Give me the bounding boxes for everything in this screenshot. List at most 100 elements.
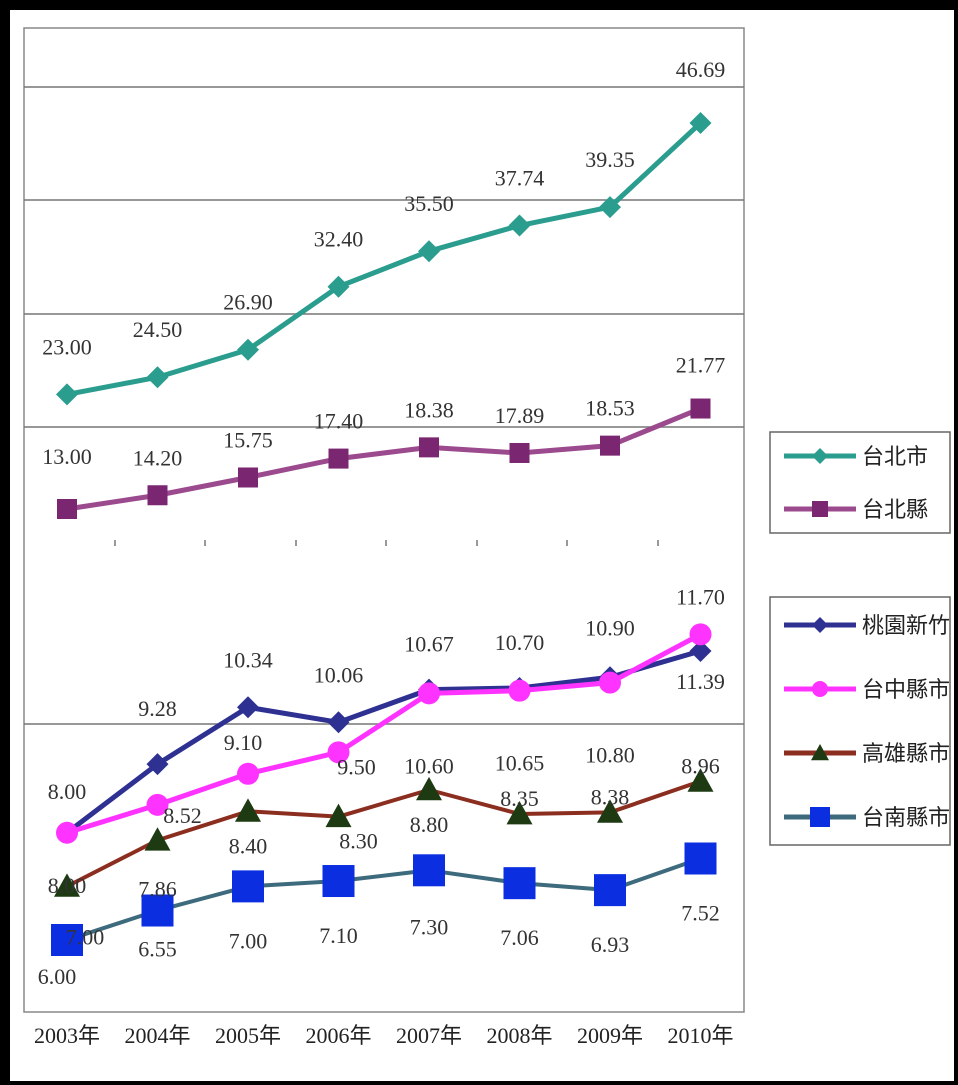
series-line [66, 406, 702, 512]
data-point [327, 711, 350, 734]
data-label: 26.90 [223, 290, 273, 315]
legend-marker [812, 501, 828, 517]
data-point [57, 499, 77, 519]
legend-entry: 高雄縣市 [862, 741, 950, 766]
data-point [508, 679, 531, 702]
x-tick-label: 2006年 [305, 1023, 371, 1048]
data-label: 24.50 [133, 317, 183, 342]
data-label: 8.40 [229, 833, 268, 858]
x-tick-label: 2005年 [215, 1023, 281, 1048]
data-point [687, 768, 714, 792]
x-tick-label: 2007年 [396, 1023, 462, 1048]
data-point [51, 924, 83, 956]
data-label: 9.28 [138, 696, 177, 721]
axis-break [25, 536, 743, 546]
data-label: 37.74 [495, 166, 545, 191]
data-label: 10.34 [223, 647, 273, 672]
data-point [689, 640, 712, 662]
data-label: 17.40 [314, 409, 364, 434]
data-point [599, 196, 621, 219]
data-point [509, 442, 530, 463]
data-point [56, 821, 78, 844]
x-tick-label: 2004年 [124, 1023, 190, 1048]
data-point [684, 842, 717, 875]
legend-marker [812, 448, 828, 464]
data-label: 23.00 [42, 334, 92, 359]
legend-marker [812, 617, 828, 633]
data-point [325, 803, 352, 828]
data-label: 8.52 [163, 803, 202, 828]
data-label: 7.00 [229, 928, 268, 953]
data-point [599, 671, 621, 694]
legend-box [769, 596, 951, 846]
data-label: 8.38 [591, 784, 630, 809]
x-tick-label: 2009年 [577, 1023, 643, 1048]
data-label: 35.50 [404, 191, 454, 216]
data-point [690, 398, 711, 419]
data-label: 8.80 [410, 812, 449, 837]
legend-entry: 台北縣 [862, 497, 928, 522]
data-point [237, 696, 259, 719]
data-point [235, 798, 261, 822]
data-point [418, 682, 440, 705]
x-tick-label: 2010年 [667, 1023, 733, 1048]
legend-marker [811, 744, 829, 761]
x-tick-label: 2003年 [34, 1023, 100, 1048]
data-point [327, 275, 350, 298]
data-label: 17.89 [495, 403, 545, 428]
data-label: 6.00 [38, 964, 77, 989]
legend-marker [810, 807, 830, 827]
data-point [413, 854, 445, 887]
data-point [506, 800, 533, 825]
data-label: 21.77 [676, 353, 726, 378]
data-point [327, 741, 350, 764]
data-label: 10.06 [314, 662, 364, 687]
data-label: 10.80 [585, 743, 635, 768]
data-point [503, 867, 536, 900]
legend-entry: 台北市 [862, 444, 928, 469]
data-label: 7.10 [319, 923, 358, 948]
data-label: 10.70 [495, 630, 545, 655]
data-point [146, 753, 169, 776]
data-label: 7.00 [66, 924, 105, 949]
data-label: 39.35 [585, 147, 635, 172]
data-point [237, 338, 259, 361]
data-point [322, 865, 355, 898]
data-label: 10.90 [585, 615, 635, 640]
series-line [66, 121, 703, 397]
x-tick-label: 2008年 [486, 1023, 552, 1048]
data-label: 6.93 [591, 932, 630, 957]
series-line [66, 632, 702, 836]
data-label: 7.86 [138, 876, 177, 901]
data-label: 10.67 [404, 632, 454, 657]
data-label: 8.00 [48, 779, 87, 804]
data-label: 18.38 [404, 397, 454, 422]
plot-area-border [23, 27, 745, 1013]
data-point [232, 870, 264, 903]
data-point [146, 793, 169, 816]
data-point [689, 623, 712, 646]
data-label: 8.35 [500, 786, 539, 811]
data-label: 14.20 [133, 445, 183, 470]
data-point [508, 214, 531, 237]
data-label: 9.50 [337, 754, 376, 779]
legend-entry: 桃園新竹 [862, 613, 950, 638]
data-label: 18.53 [585, 396, 635, 421]
data-point [146, 366, 169, 389]
data-label: 10.65 [495, 751, 545, 776]
series-line [66, 779, 702, 889]
data-point [141, 894, 174, 927]
data-label: 10.60 [404, 753, 454, 778]
data-label: 15.75 [223, 427, 273, 452]
legend-box [769, 431, 951, 534]
legend-entry: 台南縣市 [862, 805, 950, 830]
data-label: 11.39 [676, 669, 725, 694]
data-label: 32.40 [314, 227, 364, 252]
data-label: 9.10 [224, 730, 263, 755]
legend-marker [812, 681, 828, 697]
series-line [65, 648, 702, 835]
data-label: 11.70 [676, 584, 725, 609]
data-point [147, 485, 168, 506]
data-point [597, 799, 623, 823]
data-label: 46.69 [676, 57, 726, 82]
